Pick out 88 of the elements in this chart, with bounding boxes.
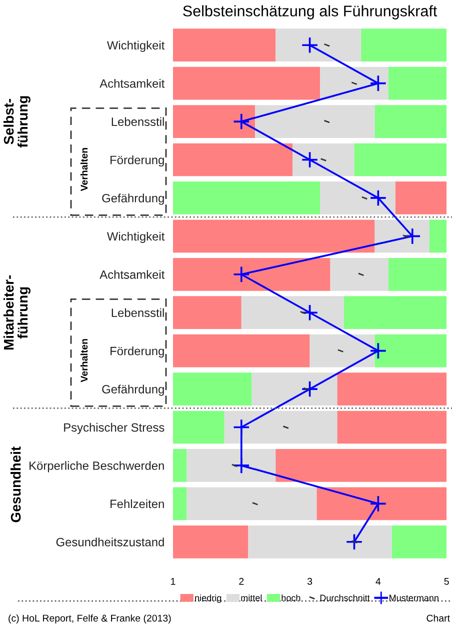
bar xyxy=(248,525,392,558)
bar xyxy=(186,487,317,520)
bar xyxy=(354,143,447,176)
bar xyxy=(429,220,447,253)
chart-title: Selbsteinschätzung als Führungskraft xyxy=(183,5,438,20)
bar xyxy=(252,372,338,406)
text: Verhalten xyxy=(80,148,88,192)
legend-label: Mustermann xyxy=(390,594,438,602)
point xyxy=(370,342,387,360)
bar xyxy=(173,220,375,253)
point xyxy=(232,266,250,283)
bar xyxy=(276,449,447,482)
point xyxy=(346,533,363,550)
bar xyxy=(224,410,338,444)
y-tick-label: Wichtigkeit xyxy=(106,232,165,243)
bar xyxy=(310,334,375,368)
bar xyxy=(173,143,293,176)
bar xyxy=(255,105,375,138)
x-tick-label: 5 xyxy=(444,578,449,585)
bar xyxy=(276,28,362,62)
y-tick-label: Gefährdung xyxy=(102,194,164,205)
legend-label: Durchschnitt xyxy=(320,594,370,602)
legend-label: hoch xyxy=(282,594,300,602)
y-tick-label: Psychischer Stress xyxy=(64,422,164,434)
y-tick-label: Förderung xyxy=(110,155,164,167)
bar xyxy=(173,410,224,444)
bar xyxy=(316,487,447,520)
bar xyxy=(374,334,447,368)
point xyxy=(232,456,250,474)
bar xyxy=(173,182,320,214)
bar xyxy=(173,258,330,291)
bar xyxy=(173,372,252,406)
bar xyxy=(361,28,447,62)
text: Chart xyxy=(426,614,450,622)
text: Mitarbeiter- führung xyxy=(4,275,30,350)
bar xyxy=(173,525,248,558)
bar xyxy=(395,182,447,214)
point xyxy=(404,228,421,245)
legend-label: niedrig xyxy=(195,594,222,603)
text: (c) HoL Report, Felfe & Franke (2013) xyxy=(8,614,171,624)
y-tick-label: Fehlzeiten xyxy=(110,499,164,508)
bar xyxy=(320,66,388,100)
y-tick-label: Achtsamkeit xyxy=(100,270,165,279)
x-tick-label: 2 xyxy=(239,578,244,585)
bar xyxy=(173,66,320,100)
bar xyxy=(173,296,242,330)
point xyxy=(370,495,387,512)
point xyxy=(370,189,387,207)
bar xyxy=(173,105,256,138)
bar xyxy=(186,449,276,482)
point xyxy=(301,304,318,322)
bar xyxy=(320,182,396,214)
legend-label: mittel xyxy=(241,594,262,602)
y-tick-label: Gefährdung xyxy=(102,384,164,396)
y-tick-label: Wichtigkeit xyxy=(106,40,165,52)
point xyxy=(232,418,250,436)
point xyxy=(301,151,318,168)
bar xyxy=(388,66,447,100)
y-tick-label: Achtsamkeit xyxy=(100,78,165,88)
x-tick-label: 3 xyxy=(307,578,312,585)
text: Selbst- führung xyxy=(4,96,30,148)
point xyxy=(232,112,250,130)
bar xyxy=(292,143,354,176)
bar xyxy=(374,220,430,253)
bar xyxy=(337,410,447,444)
text: Verhalten xyxy=(80,339,88,382)
bar xyxy=(173,334,310,368)
bar xyxy=(173,449,187,482)
bar xyxy=(173,28,276,62)
bar xyxy=(374,105,447,138)
x-tick-label: 1 xyxy=(171,578,176,585)
bar xyxy=(344,296,447,330)
bar xyxy=(330,258,388,291)
bar xyxy=(241,296,344,330)
y-tick-label: Lebensstil xyxy=(112,117,164,126)
x-tick-label: 4 xyxy=(376,578,381,585)
bar xyxy=(388,258,447,291)
bar xyxy=(337,372,447,406)
y-tick-label: Förderung xyxy=(110,346,164,358)
y-tick-label: Lebensstil xyxy=(112,308,164,318)
bar xyxy=(173,487,187,520)
bar xyxy=(392,525,447,558)
text: Gesundheit xyxy=(10,446,21,522)
y-tick-label: Gesundheitszustand xyxy=(56,538,164,546)
point xyxy=(301,380,318,398)
point xyxy=(301,36,318,54)
point xyxy=(370,74,387,92)
y-tick-label: Körperliche Beschwerden xyxy=(30,461,164,472)
